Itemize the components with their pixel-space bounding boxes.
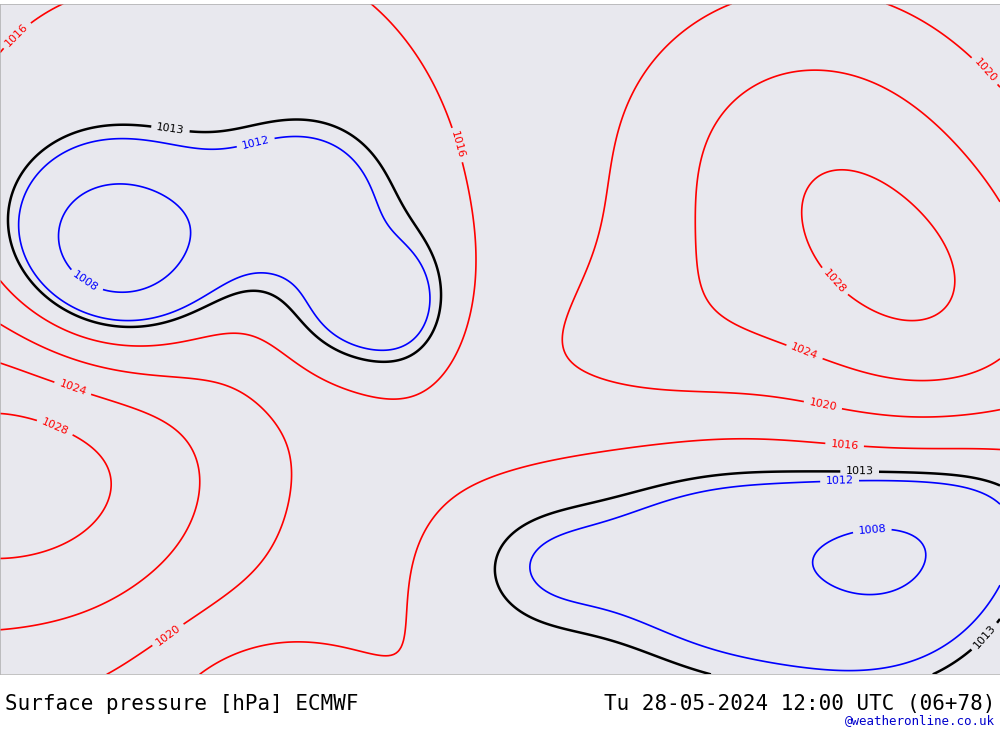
Text: 1008: 1008 (858, 523, 887, 536)
Text: 1024: 1024 (790, 342, 819, 362)
Text: 1013: 1013 (156, 122, 185, 136)
Text: Surface pressure [hPa] ECMWF: Surface pressure [hPa] ECMWF (5, 693, 358, 714)
Text: 1028: 1028 (821, 268, 847, 295)
Text: 1012: 1012 (825, 476, 854, 487)
Text: 1012: 1012 (241, 134, 270, 150)
Text: 1016: 1016 (449, 130, 466, 160)
Text: 1020: 1020 (808, 397, 838, 413)
Text: 1020: 1020 (972, 57, 998, 84)
Text: Tu 28-05-2024 12:00 UTC (06+78): Tu 28-05-2024 12:00 UTC (06+78) (604, 693, 995, 714)
Text: 1013: 1013 (846, 466, 874, 476)
Text: 1028: 1028 (40, 416, 70, 437)
Text: 1024: 1024 (58, 379, 88, 398)
Text: @weatheronline.co.uk: @weatheronline.co.uk (845, 714, 995, 727)
Text: 1008: 1008 (71, 270, 100, 294)
Text: 1013: 1013 (972, 623, 998, 651)
Text: 1016: 1016 (830, 439, 859, 451)
Text: 1016: 1016 (3, 21, 30, 48)
Text: 1020: 1020 (154, 622, 182, 647)
